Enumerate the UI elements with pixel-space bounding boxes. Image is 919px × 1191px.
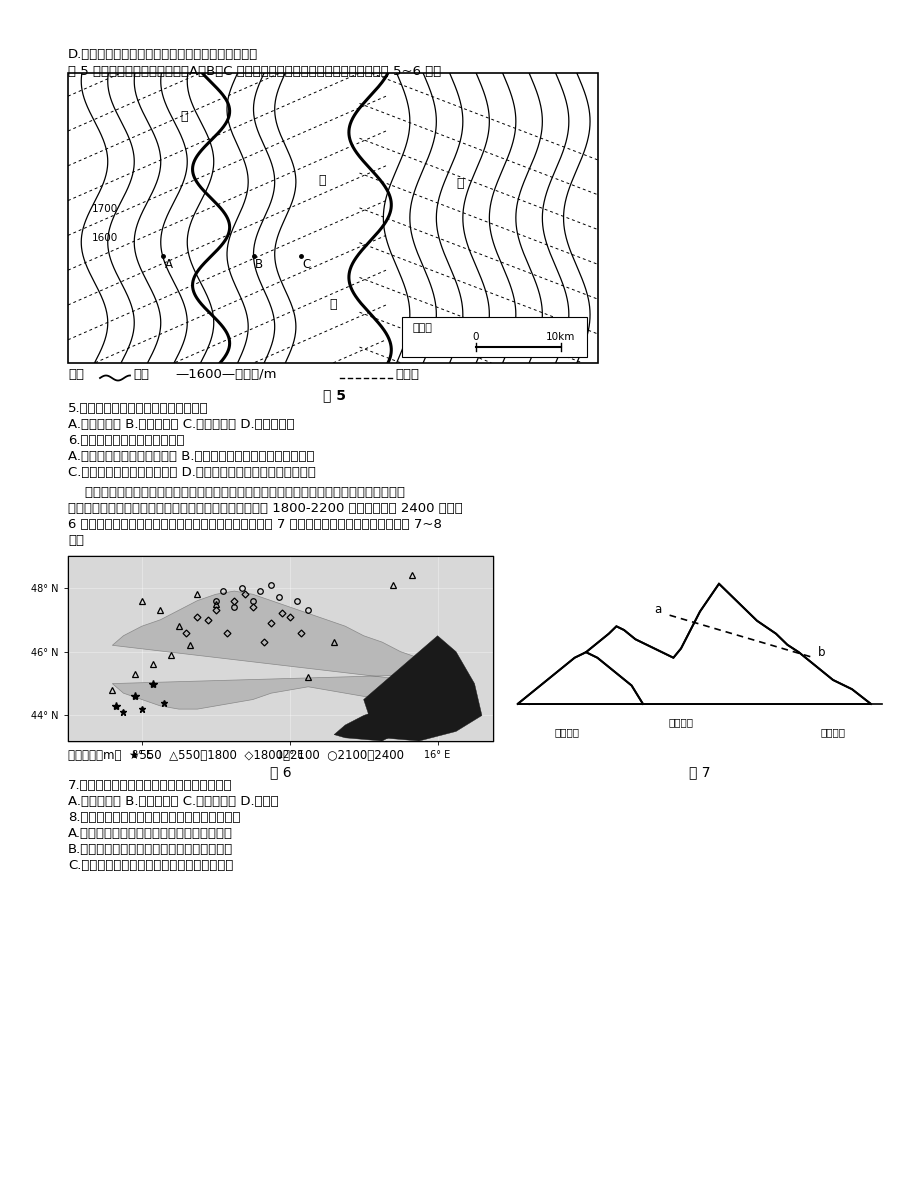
Text: 5.图中地质构造与地形的组合正确的是: 5.图中地质构造与地形的组合正确的是: [68, 403, 209, 414]
Text: A.东部区域以内力作用为主导 B.中部地区属于同一水系的流域范围: A.东部区域以内力作用为主导 B.中部地区属于同一水系的流域范围: [68, 450, 314, 463]
Text: B: B: [255, 258, 263, 270]
Text: 山体基面: 山体基面: [554, 727, 579, 737]
Text: 1600: 1600: [92, 233, 119, 243]
Text: 草甸。阿尔卑斯山是欧洲最大的山脉，其林线高度一般在 1800-2200 米，最高可达 2400 米。图: 草甸。阿尔卑斯山是欧洲最大的山脉，其林线高度一般在 1800-2200 米，最高…: [68, 501, 462, 515]
Bar: [68, 556, 493, 741]
Bar: [402, 317, 586, 357]
Text: 河流: 河流: [133, 368, 149, 381]
Text: 甲: 甲: [181, 110, 188, 123]
Text: 0: 0: [472, 332, 479, 342]
Text: A: A: [165, 258, 173, 270]
Text: C.自边缘向内部递减，同海拔内部的降水更多: C.自边缘向内部递减，同海拔内部的降水更多: [68, 859, 233, 872]
Text: 图 6: 图 6: [269, 765, 291, 779]
Text: B.自边缘向内部递增，同海拔内部的气温更低: B.自边缘向内部递增，同海拔内部的气温更低: [68, 843, 233, 856]
Polygon shape: [528, 584, 870, 704]
Text: A.自边缘向内部递增，同海拔内部的气温更高: A.自边缘向内部递增，同海拔内部的气温更高: [68, 827, 233, 840]
Text: 图例: 图例: [68, 368, 84, 381]
Polygon shape: [112, 591, 445, 709]
Text: 地层线: 地层线: [394, 368, 418, 381]
Text: 1700: 1700: [92, 205, 119, 214]
Text: 丙: 丙: [318, 174, 326, 187]
Text: 10km: 10km: [546, 332, 575, 342]
Bar: [68, 73, 597, 363]
Text: b: b: [817, 646, 824, 659]
Text: C.西部区域古今地形倒置显著 D.区域至少存在两对水平方向挤压力: C.西部区域古今地形倒置显著 D.区域至少存在两对水平方向挤压力: [68, 466, 315, 479]
Polygon shape: [517, 653, 642, 704]
Text: —1600—等高线/m: —1600—等高线/m: [175, 368, 277, 381]
Text: 7.阿尔卑斯山内部林线处的植被类型最可能为: 7.阿尔卑斯山内部林线处的植被类型最可能为: [68, 779, 233, 792]
Text: 8.阿尔卑斯山林线的大致分布规律及主要原因是: 8.阿尔卑斯山林线的大致分布规律及主要原因是: [68, 811, 240, 824]
Text: 图 5: 图 5: [323, 388, 346, 403]
Text: C: C: [302, 258, 311, 270]
Text: 丁: 丁: [329, 299, 336, 312]
Text: 林线是山地森林上限连续不断的森林分布界线，此界线以上为适应高寒、风大的高山灌丛和: 林线是山地森林上限连续不断的森林分布界线，此界线以上为适应高寒、风大的高山灌丛和: [68, 486, 404, 499]
Text: 图 7: 图 7: [688, 765, 710, 779]
Text: 6.有关图示区域的说法正确的是: 6.有关图示区域的说法正确的是: [68, 434, 185, 447]
Polygon shape: [334, 709, 400, 741]
Text: 图 5 为某区域地质地貌示意图，A、B、C 为地质年代依次变老的沉积地层。据此回答 5~6 题。: 图 5 为某区域地质地貌示意图，A、B、C 为地质年代依次变老的沉积地层。据此回…: [68, 66, 441, 77]
Text: 题。: 题。: [68, 534, 84, 547]
Text: 林线高度（m）  ★550  △550～1800  ◇1800～2100  ○2100～2400: 林线高度（m） ★550 △550～1800 ◇1800～2100 ○2100～…: [68, 749, 403, 762]
Text: D.流域宽度越大且越接近圆形，洪水发生可能性越小: D.流域宽度越大且越接近圆形，洪水发生可能性越小: [68, 48, 258, 61]
Text: A.常绿阔叶林 B.常绿硬叶林 C.落叶阔叶林 D.针叶林: A.常绿阔叶林 B.常绿硬叶林 C.落叶阔叶林 D.针叶林: [68, 796, 278, 807]
Text: A.甲一背斜谷 B.乙一向斜谷 C.丙一背斜山 D.丁一向斜山: A.甲一背斜谷 B.乙一向斜谷 C.丙一背斜山 D.丁一向斜山: [68, 418, 294, 431]
Text: 山体外部: 山体外部: [820, 727, 845, 737]
Polygon shape: [363, 636, 482, 741]
Text: 比例尺: 比例尺: [412, 323, 432, 333]
Text: a: a: [653, 603, 661, 616]
Text: 6 为阿尔卑斯山地理位置和部分山体林线高度示意图。图 7 为山体效应概念示意图。据此回答 7~8: 6 为阿尔卑斯山地理位置和部分山体林线高度示意图。图 7 为山体效应概念示意图。…: [68, 518, 441, 531]
Text: 山体内部: 山体内部: [668, 717, 693, 728]
Text: 乙: 乙: [456, 176, 463, 189]
